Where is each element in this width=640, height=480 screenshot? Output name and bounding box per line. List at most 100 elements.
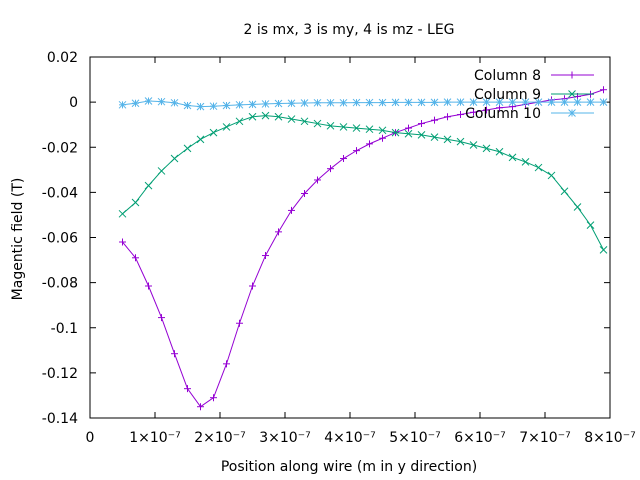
data-point <box>431 116 438 124</box>
data-point <box>235 100 244 109</box>
legend: Column 8 Column 9 Column 10 <box>465 68 594 122</box>
chart-title: 2 is mx, 3 is my, 4 is mz - LEG <box>243 22 454 38</box>
data-point <box>300 99 309 107</box>
data-point <box>300 117 309 126</box>
data-point <box>495 98 504 106</box>
data-point <box>171 350 178 358</box>
data-point <box>469 98 478 106</box>
series-line <box>122 115 604 251</box>
data-point <box>378 126 387 135</box>
data-point <box>340 155 347 163</box>
data-point <box>534 98 543 106</box>
data-point <box>170 154 179 163</box>
x-tick-label: 6×10⁻⁷ <box>454 430 505 446</box>
data-point <box>170 98 179 107</box>
data-point <box>183 101 192 110</box>
x-tick-label: 7×10⁻⁷ <box>519 430 570 446</box>
x-tick-label: 0 <box>86 430 95 446</box>
data-point <box>261 111 270 120</box>
data-point <box>378 98 387 107</box>
data-point <box>196 102 205 111</box>
legend-label: Column 8 <box>474 68 541 84</box>
data-point <box>261 100 270 108</box>
legend-label: Column 10 <box>465 106 541 122</box>
data-point <box>118 100 127 109</box>
data-point <box>521 98 530 106</box>
data-point <box>365 98 374 107</box>
data-point <box>482 98 491 106</box>
data-point <box>262 252 269 260</box>
y-tick-label: -0.04 <box>42 185 78 201</box>
data-point <box>483 106 490 114</box>
x-tick-label: 2×10⁻⁷ <box>194 430 245 446</box>
data-point <box>430 98 439 107</box>
data-point <box>274 112 283 121</box>
data-point <box>430 133 439 141</box>
y-axis-label-text: Magentic field (T) <box>10 178 26 301</box>
data-point <box>379 134 386 142</box>
data-point <box>118 209 127 218</box>
data-point <box>119 238 126 246</box>
data-point <box>223 360 230 368</box>
legend-marker <box>568 90 576 98</box>
data-point <box>586 221 595 229</box>
data-point <box>222 123 231 131</box>
data-point <box>573 98 582 106</box>
legend-label: Column 9 <box>474 87 541 103</box>
data-point <box>131 99 140 108</box>
data-point <box>482 144 491 153</box>
data-point <box>248 112 257 121</box>
series-3 <box>118 97 608 111</box>
y-tick-label: 0 <box>69 95 78 111</box>
data-point <box>249 282 256 290</box>
y-tick-label: -0.02 <box>42 140 78 156</box>
data-point <box>196 135 205 144</box>
data-point <box>365 125 374 134</box>
data-point <box>313 98 322 107</box>
data-point <box>508 153 517 162</box>
data-point <box>327 165 334 173</box>
data-point <box>209 102 218 111</box>
data-point <box>444 113 451 121</box>
data-point <box>144 181 153 190</box>
legend-marker <box>568 109 576 117</box>
y-tick-label: -0.12 <box>42 366 78 382</box>
data-point <box>469 141 478 149</box>
data-point <box>600 86 607 94</box>
data-point <box>547 171 556 180</box>
data-point <box>209 128 218 137</box>
data-point <box>287 115 296 123</box>
data-point <box>288 206 295 214</box>
series-2 <box>118 111 608 254</box>
x-tick-label: 3×10⁻⁷ <box>259 430 310 446</box>
data-point <box>470 108 477 116</box>
data-point <box>443 135 452 144</box>
data-point <box>404 129 413 138</box>
y-tick-label: -0.06 <box>42 231 78 247</box>
data-point <box>599 246 608 254</box>
data-point <box>184 385 191 393</box>
data-point <box>417 130 426 139</box>
data-point <box>456 137 465 146</box>
series-layer <box>118 86 608 411</box>
data-point <box>145 282 152 290</box>
data-point <box>418 120 425 128</box>
y-tick-label: 0.02 <box>47 50 78 66</box>
x-tick-label: 4×10⁻⁷ <box>324 430 375 446</box>
data-point <box>353 147 360 155</box>
data-point <box>210 394 217 402</box>
legend-marker <box>568 71 576 79</box>
data-point <box>417 98 426 107</box>
data-point <box>521 158 530 166</box>
data-point <box>313 119 322 128</box>
data-point <box>352 124 361 132</box>
x-tick-label: 8×10⁻⁷ <box>584 430 635 446</box>
data-point <box>405 124 412 132</box>
data-point <box>508 98 517 106</box>
series-1 <box>119 86 607 411</box>
data-point <box>132 254 139 262</box>
data-point <box>158 314 165 322</box>
data-point <box>274 99 283 108</box>
data-point <box>573 203 582 211</box>
